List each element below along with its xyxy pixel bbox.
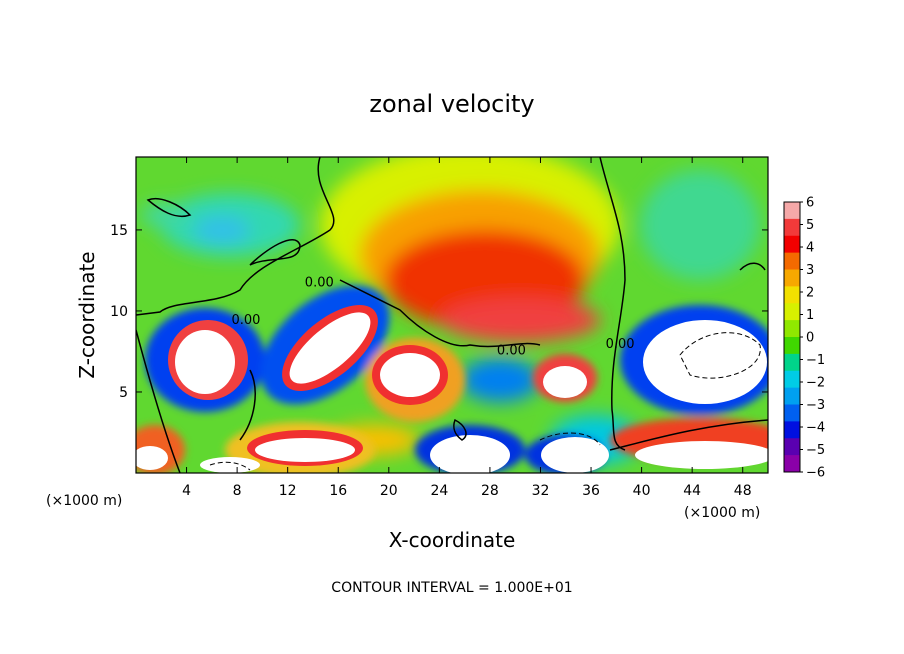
colorbar-swatch (784, 455, 800, 473)
colorbar-tick-label: −5 (806, 443, 825, 458)
colorbar-tick-label: 1 (806, 308, 814, 323)
colorbar-tick-label: 6 (806, 196, 814, 211)
colorbar-swatch (784, 404, 800, 422)
x-tick-label: 44 (683, 483, 701, 499)
x-axis: 4 8 12 16 20 24 28 32 36 40 44 48 (182, 157, 752, 499)
y-axis: 5 10 15 (110, 223, 768, 401)
colorbar-swatch (784, 320, 800, 338)
colorbar-swatch (784, 303, 800, 321)
colorbar-tick-label: 0 (806, 331, 814, 346)
x-tick-label: 24 (430, 483, 448, 499)
y-tick-label: 5 (119, 385, 128, 401)
contour-label: 0.00 (497, 344, 526, 359)
plot-frame (135, 156, 769, 474)
colorbar-tick-label: 5 (806, 218, 814, 233)
colorbar-swatch (784, 202, 800, 220)
colorbar-swatch (784, 438, 800, 456)
colorbar-swatch (784, 387, 800, 405)
colorbar-swatch (784, 269, 800, 287)
colorbar-tick-label: −1 (806, 353, 825, 368)
y-tick-label: 15 (110, 223, 128, 239)
colorbar-swatch (784, 421, 800, 439)
y-unit-label: (×1000 m) (46, 493, 122, 509)
x-tick-label: 28 (481, 483, 499, 499)
x-tick-label: 20 (380, 483, 398, 499)
colorbar-tick-label: −3 (806, 398, 825, 413)
colorbar-swatch (784, 337, 800, 355)
colorbar-tick-label: −4 (806, 421, 825, 436)
x-tick-label: 48 (734, 483, 752, 499)
x-tick-label: 12 (279, 483, 297, 499)
x-unit-label: (×1000 m) (684, 505, 760, 521)
x-tick-label: 4 (182, 483, 191, 499)
colorbar-swatch (784, 286, 800, 304)
contour-lines (136, 157, 768, 473)
contour-label: 0.00 (231, 313, 260, 328)
x-tick-label: 32 (532, 483, 550, 499)
chart-title: zonal velocity (369, 90, 534, 118)
contour-labels: 0.00 0.00 0.00 0.00 (231, 276, 634, 359)
x-tick-label: 8 (233, 483, 242, 499)
x-tick-label: 36 (582, 483, 600, 499)
colorbar-swatch (784, 370, 800, 389)
x-axis-title: X-coordinate (389, 528, 516, 552)
x-tick-label: 16 (329, 483, 347, 499)
x-tick-label: 40 (633, 483, 651, 499)
y-tick-label: 10 (110, 304, 128, 320)
colorbar-swatch (784, 353, 800, 372)
dashed-contours (209, 332, 761, 471)
y-axis-title: Z-coordinate (75, 251, 99, 378)
colorbar-tick-label: 2 (806, 286, 814, 301)
colorbar-swatch (784, 252, 800, 270)
colorbar-tick-label: −2 (806, 376, 825, 391)
colorbar: 6 5 4 3 2 1 0 −1 −2 −3 −4 −5 −6 (783, 196, 825, 481)
colorbar-tick-label: 4 (806, 241, 814, 256)
colorbar-tick-label: 3 (806, 263, 814, 278)
colorbar-swatch (784, 218, 800, 237)
heatmap-field (136, 157, 768, 473)
colorbar-swatch (784, 235, 800, 254)
contour-interval-note: CONTOUR INTERVAL = 1.000E+01 (331, 580, 572, 596)
contour-label: 0.00 (606, 337, 635, 352)
colorbar-tick-label: −6 (806, 466, 825, 481)
contour-label: 0.00 (305, 276, 334, 291)
